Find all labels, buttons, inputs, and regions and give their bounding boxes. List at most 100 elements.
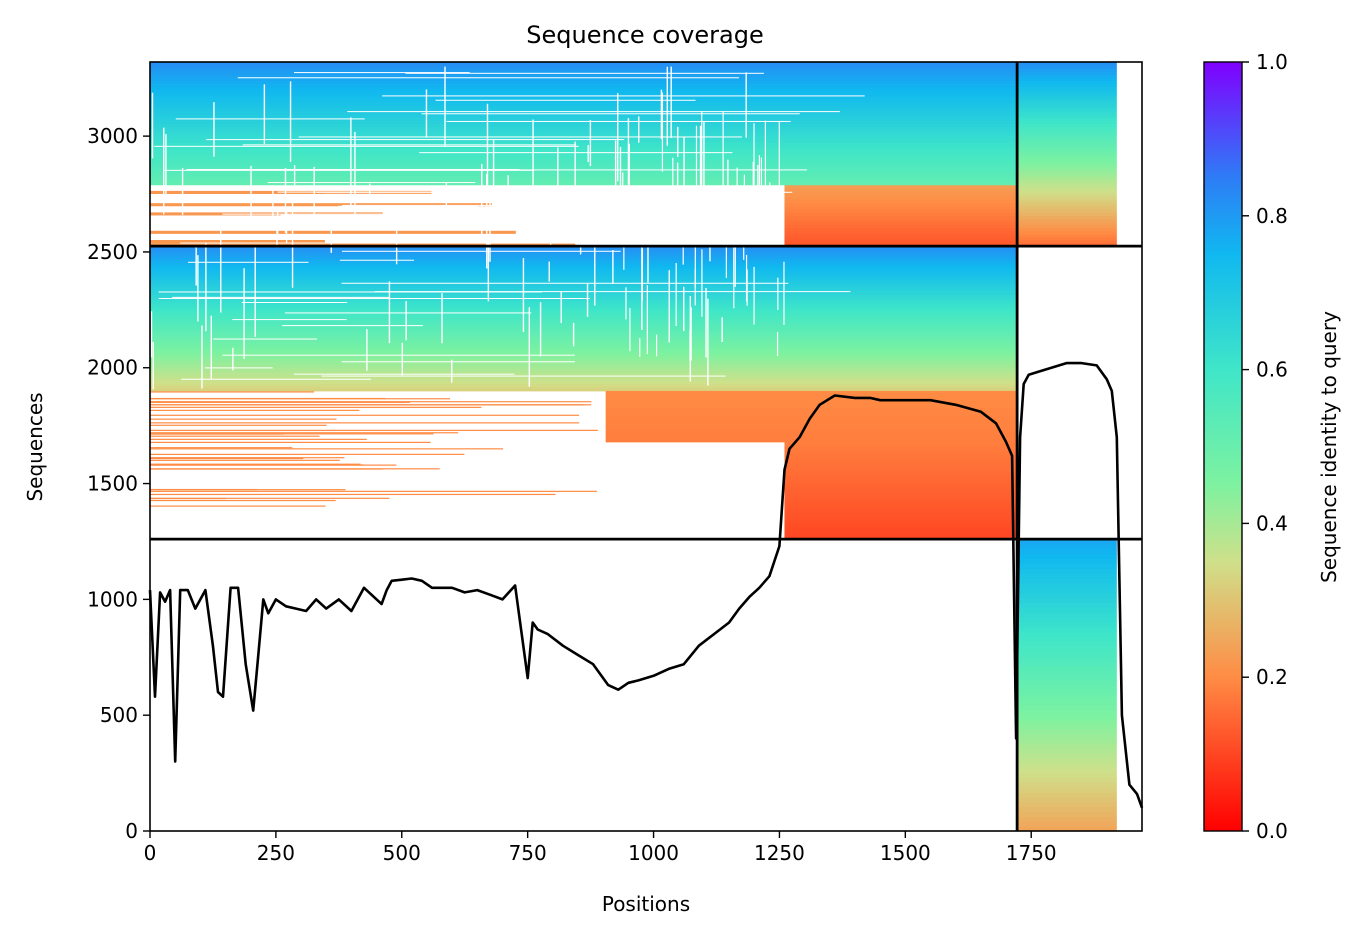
coverage-row [605,402,1018,405]
x-tick-label: 1250 [754,841,805,865]
gap-stripe [206,139,625,141]
coverage-row [150,401,410,403]
coverage-row [150,68,1018,72]
coverage-row [150,108,1018,112]
coverage-row [784,493,1018,496]
coverage-row [605,424,1018,427]
coverage-row [1017,772,1117,778]
coverage-row [150,294,1018,298]
gap-stripe [180,242,612,244]
coverage-row [150,406,482,408]
gap-stripe [641,248,644,301]
coverage-row [1017,144,1117,149]
gap-stripe [675,263,677,327]
coverage-row [1017,160,1117,164]
coverage-row [784,240,1018,244]
coverage-row [1017,758,1117,764]
coverage-row [150,316,1018,320]
gap-stripe [388,281,391,344]
colorbar-tick-label: 1.0 [1256,50,1288,74]
coverage-row [150,333,1018,336]
coverage-row [784,527,1018,530]
coverage-row [1017,539,1117,545]
y-tick-label: 1000 [87,587,138,611]
coverage-row [150,397,386,400]
coverage-row [605,391,1018,394]
coverage-row [784,498,1018,501]
coverage-row [1017,212,1117,216]
gap-stripe [205,242,207,332]
coverage-row [1017,135,1117,140]
gap-stripe [339,259,415,261]
coverage-row [784,521,1018,524]
coverage-row [150,178,1018,183]
coverage-row [1017,68,1117,72]
gap-stripe [213,102,215,157]
gap-stripe [163,127,165,215]
colorbar-gradient [1204,62,1242,831]
coverage-row [150,505,326,507]
gap-stripe [629,308,631,352]
coverage-row [1017,166,1117,170]
coverage-row [150,92,1018,97]
gap-stripe [444,66,446,148]
coverage-row [150,253,1018,257]
coverage-row [605,409,1018,411]
coverage-row [1017,92,1117,97]
gap-stripe [210,315,212,380]
y-axis: 0 500 1000 1500 2000 2500 3000 [87,124,150,843]
coverage-row [784,459,1018,462]
coverage-row [1017,209,1117,213]
coverage-row [150,132,1018,137]
coverage-row [784,482,1018,485]
coverage-row [1017,748,1117,754]
coverage-row [784,506,1018,509]
coverage-row [784,485,1018,488]
coverage-row [1017,83,1117,88]
chart-title: Sequence coverage [526,21,763,49]
coverage-row [150,401,592,403]
coverage-row [1017,796,1117,803]
coverage-row [784,505,1018,508]
gap-stripe [150,311,153,358]
coverage-row [150,277,1018,281]
coverage-row [150,89,1018,94]
coverage-row [784,479,1018,482]
coverage-row [605,420,1018,422]
gap-stripe [676,162,679,248]
gap-stripe [722,111,724,190]
coverage-row [605,427,1018,429]
gap-stripe [668,270,670,343]
coverage-row [150,163,1018,167]
coverage-row [150,435,320,437]
gap-stripe [395,210,398,265]
coverage-row [784,522,1018,526]
gap-stripe [325,169,808,171]
coverage-row [150,335,1018,339]
gap-stripe [237,77,740,79]
gap-stripe [572,322,575,347]
coverage-row [784,206,1018,210]
gap-stripe [586,283,589,317]
coverage-row [150,255,1018,259]
gap-stripe [666,66,669,146]
coverage-row [150,463,361,465]
y-tick-label: 500 [100,703,138,727]
coverage-row [605,438,1018,440]
coverage-row [1017,723,1117,730]
coverage-row [1017,132,1117,137]
coverage-row [784,443,1018,446]
gap-stripe [213,338,318,340]
gap-stripe [689,330,691,361]
coverage-row [150,250,1018,254]
gap-stripe [321,375,726,377]
gap-stripe [342,204,652,206]
coverage-row [1017,240,1117,244]
coverage-block [1017,539,1117,832]
gap-stripe [507,175,509,200]
gap-stripe [154,145,579,147]
coverage-row [1017,762,1117,769]
coverage-block [150,62,1018,247]
coverage-row [1017,101,1117,106]
